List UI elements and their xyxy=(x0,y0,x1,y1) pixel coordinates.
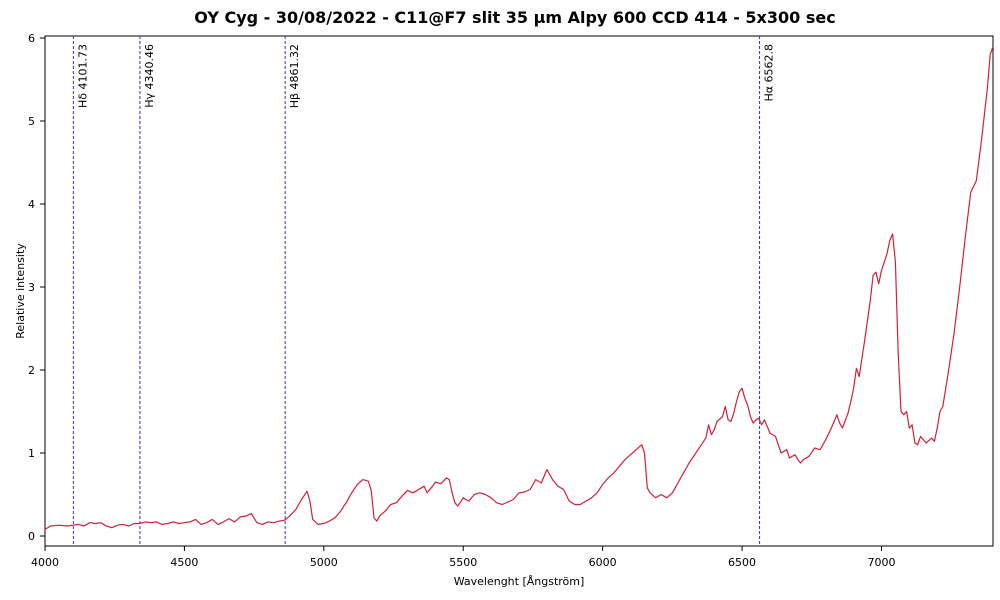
series-layer xyxy=(44,46,994,530)
y-tick-label-5: 5 xyxy=(28,115,35,128)
x-tick-label-5: 6500 xyxy=(728,556,756,569)
x-tick-label-3: 5500 xyxy=(449,556,477,569)
x-axis-ticks: 4000 4500 5000 5500 6000 6500 7000 xyxy=(31,546,895,569)
x-tick-label-6: 7000 xyxy=(867,556,895,569)
y-axis-ticks: 0 1 2 3 4 5 6 xyxy=(28,32,45,543)
y-axis-label: Relative intensity xyxy=(14,243,27,339)
reference-line-label-2: Hβ 4861.32 xyxy=(288,44,301,108)
y-tick-label-4: 4 xyxy=(28,198,35,211)
x-tick-label-4: 6000 xyxy=(589,556,617,569)
y-tick-label-1: 1 xyxy=(28,447,35,460)
y-tick-label-0: 0 xyxy=(28,530,35,543)
y-tick-label-2: 2 xyxy=(28,364,35,377)
y-tick-label-6: 6 xyxy=(28,32,35,45)
reference-line-label-0: Hδ 4101.73 xyxy=(76,44,89,108)
x-tick-label-2: 5000 xyxy=(310,556,338,569)
chart-title: OY Cyg - 30/08/2022 - C11@F7 slit 35 µm … xyxy=(194,8,836,27)
plot-area-frame xyxy=(44,35,994,547)
x-tick-label-1: 4500 xyxy=(170,556,198,569)
reference-line-label-3: Hα 6562.8 xyxy=(763,44,776,102)
x-axis-label: Wavelenght [Ångström] xyxy=(454,575,585,588)
y-tick-label-3: 3 xyxy=(28,281,35,294)
series-line-0 xyxy=(44,46,994,530)
reference-line-label-1: Hγ 4340.46 xyxy=(143,44,156,108)
x-tick-label-0: 4000 xyxy=(31,556,59,569)
reference-lines: Hδ 4101.73 Hγ 4340.46 Hβ 4861.32 Hα 6562.8 xyxy=(72,36,776,546)
